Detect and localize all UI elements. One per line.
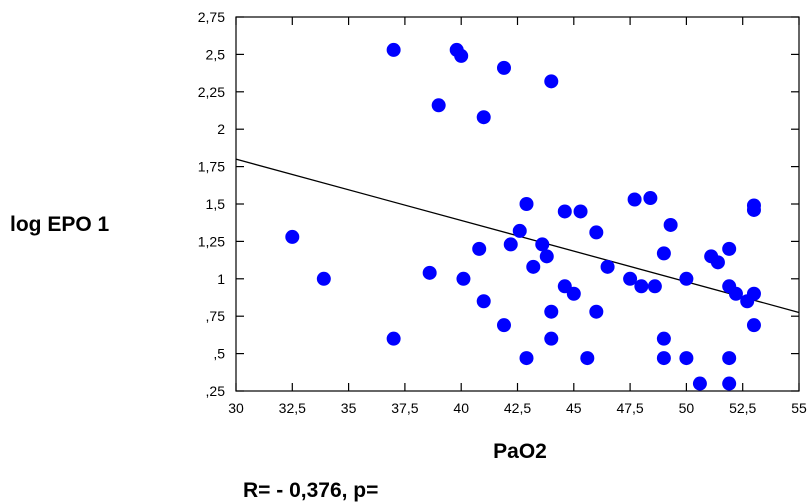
y-tick-label: ,25 [206,383,226,399]
y-tick-label: 1 [217,271,225,287]
y-tick-label: 2,5 [206,46,226,62]
y-tick-label: ,75 [206,308,226,324]
data-point [656,351,671,366]
x-tick-label: 55 [791,400,807,416]
data-point [656,331,671,346]
data-point [710,255,725,270]
data-point [519,351,534,366]
data-point [431,98,446,113]
data-point [589,304,604,319]
data-point [456,271,471,286]
data-point [496,318,511,333]
data-point [573,204,588,219]
plot-frame [235,16,800,392]
data-point [643,191,658,206]
data-point [496,60,511,75]
data-point [557,204,572,219]
data-point [692,376,707,391]
data-point [544,331,559,346]
data-point [454,48,469,63]
data-point [722,376,737,391]
data-point [386,42,401,57]
data-point [623,271,638,286]
data-point [544,304,559,319]
data-point [472,241,487,256]
x-tick-label: 37,5 [391,400,418,416]
y-axis-title: log EPO 1 [10,213,110,236]
data-point [512,223,527,238]
data-point [746,286,761,301]
data-point [746,202,761,217]
data-point [722,241,737,256]
data-point [722,351,737,366]
data-point [746,318,761,333]
data-point [476,294,491,309]
data-point [600,259,615,274]
data-point [589,225,604,240]
data-point [386,331,401,346]
data-point [316,271,331,286]
data-point [627,192,642,207]
data-point [634,279,649,294]
y-tick-label: 2 [217,121,225,137]
x-tick-label: 47,5 [616,400,643,416]
data-point [544,74,559,89]
correlation-annotation: R= - 0,376, p= [243,479,378,502]
x-tick-label: 32,5 [279,400,306,416]
data-point [519,197,534,211]
x-tick-label: 40 [453,400,469,416]
data-point [566,286,581,301]
x-tick-label: 45 [566,400,582,416]
data-point [539,249,554,264]
x-tick-label: 35 [341,400,357,416]
data-point [679,351,694,366]
y-tick-label: ,5 [213,346,225,362]
x-tick-label: 50 [679,400,695,416]
data-point [503,237,518,252]
data-point [526,259,541,274]
data-point [728,286,743,301]
x-axis-title: PaO2 [493,440,547,463]
data-point [647,279,662,294]
y-tick-label: 2,25 [198,84,225,100]
data-point [656,246,671,261]
x-tick-label: 30 [228,400,244,416]
data-point [285,229,300,244]
y-tick-label: 1,5 [206,196,226,212]
data-point [580,351,595,366]
y-tick-label: 2,75 [198,9,225,25]
data-point [476,110,491,125]
data-point [663,217,678,232]
y-tick-label: 1,75 [198,159,225,175]
data-point [535,237,550,252]
x-tick-label: 52,5 [729,400,756,416]
data-point [679,271,694,286]
x-tick-label: 42,5 [504,400,531,416]
data-point [422,265,437,280]
y-tick-label: 1,25 [198,233,225,249]
